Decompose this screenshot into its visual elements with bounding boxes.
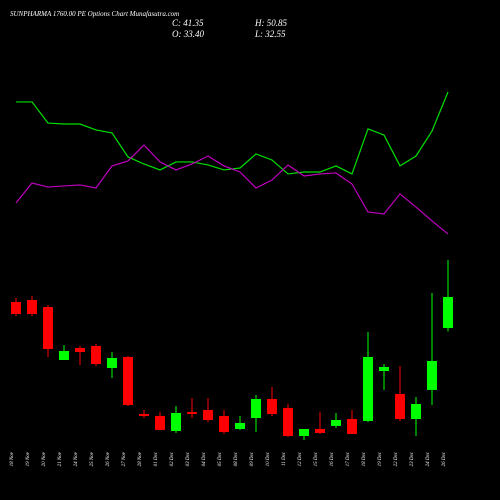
candle-body (219, 415, 229, 432)
candle-body (235, 422, 245, 429)
x-tick-label: 25 Nov (90, 451, 95, 466)
candle-body (315, 428, 325, 433)
indicator-line (16, 91, 449, 175)
candle-body (59, 350, 69, 361)
x-tick-label: 03 Dec (186, 451, 191, 466)
x-tick-label: 16 Dec (330, 451, 335, 466)
candle-body (171, 412, 181, 431)
x-tick-label: 21 Nov (58, 451, 63, 466)
candle-body (203, 409, 213, 420)
candle-body (363, 357, 373, 421)
open-label: O: 33.40 (172, 29, 204, 39)
candle-body (43, 307, 53, 350)
candle-body (107, 358, 117, 368)
x-tick-label: 09 Dec (250, 451, 255, 466)
candle-body (75, 347, 85, 353)
x-tick-label: 24 Dec (426, 451, 431, 466)
candle-body (443, 297, 453, 329)
candle-body (283, 407, 293, 436)
candle-body (11, 302, 21, 315)
x-tick-label: 26 Nov (106, 451, 111, 466)
high-label: H: 50.85 (254, 18, 287, 28)
x-tick-label: 19 Dec (378, 451, 383, 466)
x-tick-label: 15 Dec (314, 451, 319, 466)
x-tick-label: 12 Dec (298, 451, 303, 466)
candle-body (411, 404, 421, 419)
indicator-line (15, 144, 449, 235)
candle-body (427, 360, 437, 390)
x-tick-label: 10 Dec (266, 451, 271, 466)
x-tick-label: 26 Dec (442, 451, 447, 466)
close-label: C: 41.35 (172, 18, 204, 28)
candle-body (347, 418, 357, 434)
chart-title: SUNPHARMA 1760.00 PE Options Chart Munaf… (10, 10, 179, 18)
candle-body (155, 415, 165, 430)
candle-body (331, 419, 341, 426)
candle-body (267, 398, 277, 414)
x-tick-label: 04 Dec (202, 451, 207, 466)
candle-body (251, 398, 261, 419)
x-tick-label: 22 Dec (394, 451, 399, 466)
x-tick-label: 18 Dec (362, 451, 367, 466)
low-label: L: 32.55 (254, 29, 286, 39)
x-tick-label: 01 Dec (154, 451, 159, 466)
candle-body (139, 413, 149, 416)
candle-body (91, 346, 101, 364)
x-tick-label: 11 Dec (282, 451, 287, 466)
x-tick-label: 08 Dec (234, 451, 239, 466)
x-tick-label: 27 Nov (122, 451, 127, 466)
candle-body (27, 300, 37, 315)
x-tick-label: 18 Nov (10, 451, 15, 466)
candle-body (395, 393, 405, 419)
x-tick-label: 28 Nov (138, 451, 143, 466)
candle-body (187, 412, 197, 414)
x-tick-label: 02 Dec (170, 451, 175, 466)
candle-body (299, 428, 309, 436)
candle-body (379, 366, 389, 371)
x-tick-label: 19 Nov (26, 451, 31, 466)
candle-body (123, 357, 133, 405)
x-tick-label: 23 Dec (410, 451, 415, 466)
x-tick-label: 24 Nov (74, 451, 79, 466)
x-tick-label: 20 Nov (42, 451, 47, 466)
x-tick-label: 17 Dec (346, 451, 351, 466)
x-tick-label: 05 Dec (218, 451, 223, 466)
